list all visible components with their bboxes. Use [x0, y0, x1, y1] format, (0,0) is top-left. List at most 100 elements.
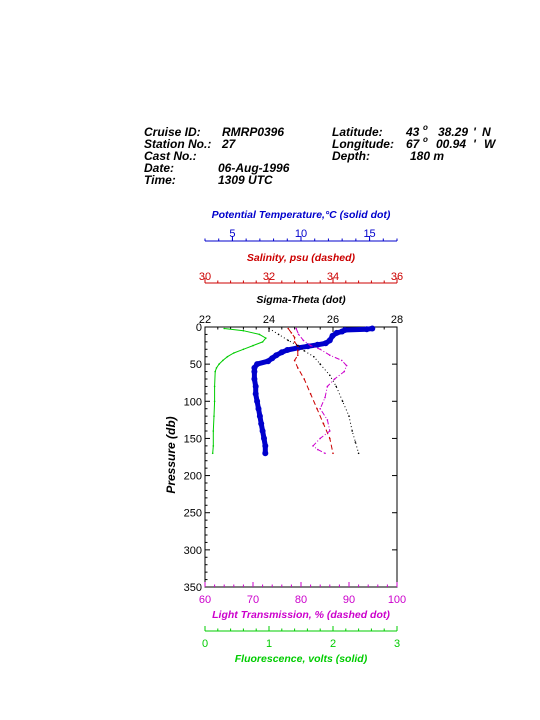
temperature-data-point [262, 442, 269, 449]
sigma-data-point [329, 374, 331, 377]
fluorescence-data-point [265, 337, 267, 339]
temperature-data-point [329, 332, 336, 339]
sigma-data-point [351, 430, 354, 432]
pressure-tick-label: 200 [184, 471, 202, 483]
temperature-tick-label: 15 [363, 228, 375, 240]
longitude-degrees: 67 [406, 137, 421, 151]
temperature-axis: 5 10 15 Potential Temperature,°C (solid dot… [204, 209, 398, 242]
transmission-data-point [345, 364, 348, 367]
salinity-tick-label: 36 [391, 271, 403, 283]
pressure-tick-label: 350 [184, 582, 202, 594]
temperature-data-point [258, 420, 265, 427]
temperature-data-point [339, 328, 346, 335]
salinity-tick-label: 32 [263, 271, 275, 283]
sigma-tick-label: 22 [199, 314, 211, 326]
latitude-degrees: 43 [405, 125, 420, 139]
salinity-data-point [309, 393, 312, 395]
temperature-tick-label: 10 [295, 228, 307, 240]
temperature-data-point [252, 383, 259, 390]
fluorescence-tick-label: 1 [266, 638, 272, 650]
cruise-id-label: Cruise ID: [144, 125, 201, 139]
transmission-data-point [326, 419, 329, 421]
temperature-data-point [278, 349, 285, 356]
temperature-tick-label: 5 [229, 228, 235, 240]
temperature-data-point [273, 352, 280, 359]
fluorescence-data-point [214, 370, 216, 373]
latitude-label: Latitude: [332, 125, 383, 139]
pressure-tick-label: 250 [184, 508, 202, 520]
temperature-data-point [251, 376, 258, 382]
temperature-data-point [256, 413, 263, 420]
transmission-tick-label: 90 [343, 594, 355, 606]
transmission-tick-label: 100 [388, 594, 406, 606]
salinity-data-point [316, 407, 318, 410]
longitude-label: Longitude: [332, 137, 394, 151]
date-label: Date: [144, 161, 174, 175]
temperature-data-point [314, 341, 321, 348]
temperature-series [251, 325, 376, 457]
fluorescence-data-point [222, 359, 224, 362]
sigma-data-point [348, 415, 350, 417]
salinity-data-point [290, 332, 293, 334]
fluorescence-data-point [212, 445, 215, 447]
sigma-data-point [319, 363, 322, 365]
transmission-data-point [319, 437, 322, 440]
sigma-axis: 22 24 26 28 Sigma-Theta (dot) [199, 294, 403, 332]
sigma-data-point [287, 339, 290, 342]
temperature-profile-line [251, 326, 375, 456]
temperature-data-point [262, 450, 269, 457]
fluorescence-data-point [211, 452, 214, 455]
sigma-data-point [268, 327, 270, 330]
transmission-data-point [302, 339, 305, 342]
salinity-data-point [297, 350, 299, 352]
transmission-data-point [295, 327, 298, 330]
transmission-data-point [297, 333, 300, 336]
latitude-hemisphere: N [482, 125, 491, 139]
temperature-data-point [363, 326, 370, 333]
transmission-data-point [317, 448, 319, 451]
sigma-data-point [313, 355, 315, 358]
fluorescence-tick-label: 0 [202, 638, 208, 650]
transmission-axis: 60 70 80 90 100 Light Transmission, % (dashed… [199, 582, 406, 621]
transmission-data-point [329, 354, 331, 357]
latitude-minutes: 38.29 [438, 125, 468, 139]
salinity-data-point [322, 422, 325, 425]
fluorescence-series [211, 327, 267, 455]
fluorescence-tick-label: 3 [394, 638, 400, 650]
sigma-data-point [357, 452, 360, 455]
fluorescence-data-point [242, 329, 245, 332]
salinity-data-point [293, 359, 296, 362]
pressure-axis-label: Pressure (db) [164, 416, 178, 493]
station-value: 27 [221, 137, 237, 151]
transmission-data-point [341, 359, 343, 362]
date-value: 06-Aug-1996 [218, 161, 290, 175]
pressure-tick-label: 0 [196, 322, 202, 334]
temperature-data-point [265, 358, 272, 365]
transmission-data-point [324, 452, 326, 455]
transmission-data-point [329, 430, 331, 432]
depth-value: 180 m [410, 149, 444, 163]
cruise-id-value: RMRP0396 [222, 125, 284, 139]
temperature-data-point [261, 435, 267, 442]
transmission-data-point [312, 445, 314, 447]
series-layer [211, 325, 376, 457]
sigma-tick-label: 26 [327, 314, 339, 326]
transmission-axis-title: Light Transmission, % (dashed dot) [212, 609, 390, 621]
temperature-data-point [304, 343, 311, 350]
sigma-data-point [297, 344, 299, 347]
latitude-degree-symbol: o [423, 123, 428, 132]
salinity-data-point [303, 378, 306, 380]
temperature-data-point [251, 368, 258, 375]
transmission-tick-label: 60 [199, 594, 211, 606]
salinity-data-point [297, 354, 299, 357]
salinity-data-point [293, 336, 296, 339]
fluorescence-data-point [215, 367, 218, 369]
fluorescence-axis-title: Fluorescence, volts (solid) [235, 653, 368, 665]
sigma-series [268, 327, 360, 455]
transmission-series [295, 327, 348, 455]
cast-label: Cast No.: [144, 149, 197, 163]
fluorescence-data-point [258, 333, 261, 336]
salinity-axis: 30 32 34 36 Salinity, psu (dashed) [199, 252, 403, 284]
longitude-minutes: 00.94 [436, 137, 466, 151]
